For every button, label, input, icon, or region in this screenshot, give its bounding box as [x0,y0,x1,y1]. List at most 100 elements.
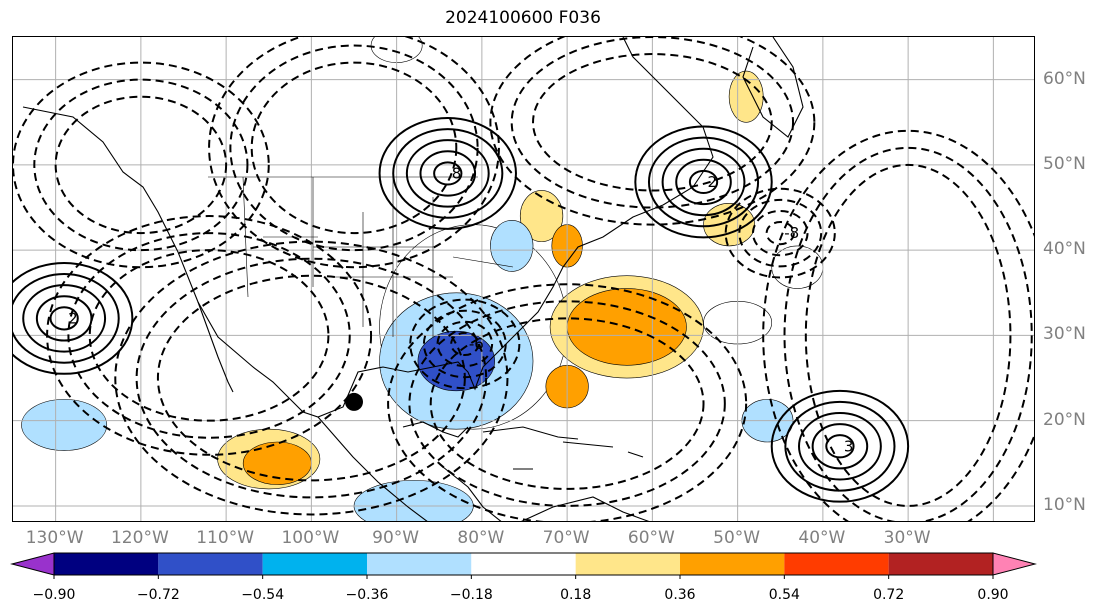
shaded-anomaly [490,220,534,272]
contour-line [88,249,330,422]
colorbar-bin [575,553,680,575]
baja-coastline [197,301,234,393]
contour-line [135,257,488,499]
longitude-label: 40°W [798,528,846,548]
colorbar-tick-label: 0.90 [977,587,1009,603]
caribbean-islands [482,426,644,470]
contour-label: 2 [708,173,718,191]
contour-line [409,298,521,390]
longitude-label: 130°W [25,528,84,548]
contour-line [738,198,823,268]
longitude-label: 70°W [542,528,590,548]
greenland-coastline [742,37,804,138]
shaded-anomaly [728,70,764,123]
colorbar-bin [888,553,993,575]
contour-line [510,37,794,209]
colorbar-tick-label: −0.18 [449,587,493,603]
longitude-label: 30°W [883,528,931,548]
contour-line [489,37,816,226]
contour-line [33,78,249,252]
contour-line [765,221,795,246]
contour-line [13,273,120,364]
latitude-label: 50°N [1043,153,1086,174]
latitude-label: 10°N [1043,494,1086,515]
contour-line [429,317,705,490]
contour-line [392,128,504,219]
contour-line [67,232,351,439]
contour-label: 8 [452,164,462,182]
contour-line [634,125,773,239]
contour-line [751,209,809,257]
colorbar-bin [471,553,576,575]
contour-line [229,44,479,252]
contour-line [798,412,882,481]
contour-label: 2 [68,309,78,327]
contour-line [405,139,490,208]
contour-label: 3 [844,437,854,455]
contour-line [22,284,107,353]
colorbar-tick-label: −0.72 [136,587,180,603]
contour-line [35,295,93,342]
contour-line [825,434,855,459]
colorbar-frame [53,552,994,576]
south-america-coastline [521,496,650,521]
contour-labels: -6 -8 8 2 2 3 [68,164,853,455]
colorbar-bin [784,553,889,575]
contour-line [250,61,458,235]
shaded-anomaly [353,480,474,521]
contour-line [208,37,500,269]
colorbar-tick-label: 0.54 [768,587,800,603]
longitude-label: 50°W [713,528,761,548]
contour-line [13,261,134,375]
map-title: 2024100600 F036 [445,8,601,28]
longitude-label: 80°W [457,528,505,548]
contour-line [114,240,509,516]
contour-lines [13,37,1034,521]
contour-line [724,187,836,279]
shaded-anomaly [21,399,108,451]
contour-line [811,423,869,470]
colorbar-bin [158,553,263,575]
colorbar-tick-label: 0.18 [560,587,592,603]
contour-line [433,161,463,186]
contour-line [408,300,726,507]
colorbar-bin [367,553,472,575]
longitude-label: 100°W [281,528,340,548]
colorbar-bin [54,553,159,575]
colorbar-bin [680,553,785,575]
colorbar-tick-label: 0.36 [664,587,696,603]
contour-line [436,320,494,368]
colorbar-tick-label: 0.72 [873,587,905,603]
contour-line [532,53,773,192]
longitude-label: 90°W [372,528,420,548]
contour-line [387,283,748,521]
contour-line [647,136,760,228]
forecast-map-panel: -6 -8 8 2 2 3 [12,36,1035,522]
longitude-label: 110°W [196,528,255,548]
contour-line [450,331,480,357]
contour-line [419,150,477,197]
latitude-label: 40°N [1043,239,1086,260]
contour-line [675,158,732,206]
gridlines [13,37,1034,521]
latitude-label: 20°N [1043,409,1086,430]
contour-label: -6 [469,335,484,353]
forecast-map: -6 -8 8 2 2 3 [13,37,1034,521]
contour-line [13,61,270,269]
colorbar-tick-label: −0.90 [32,587,76,603]
contour-line [784,400,896,492]
shading-layer [21,37,824,521]
contour-line [762,129,1034,521]
colorbar-tick-label: −0.54 [241,587,285,603]
colorbar [10,552,1037,579]
colorbar-under-arrow [10,552,55,576]
contour-line [804,163,1012,507]
contour-line [688,169,719,195]
longitude-label: 120°W [110,528,169,548]
contour-line [770,389,910,503]
colorbar-tick-label: −0.36 [345,587,389,603]
latitude-label: 60°N [1043,68,1086,89]
colorbar-bin [262,553,367,575]
contour-line [49,306,79,331]
contour-line [378,117,517,230]
